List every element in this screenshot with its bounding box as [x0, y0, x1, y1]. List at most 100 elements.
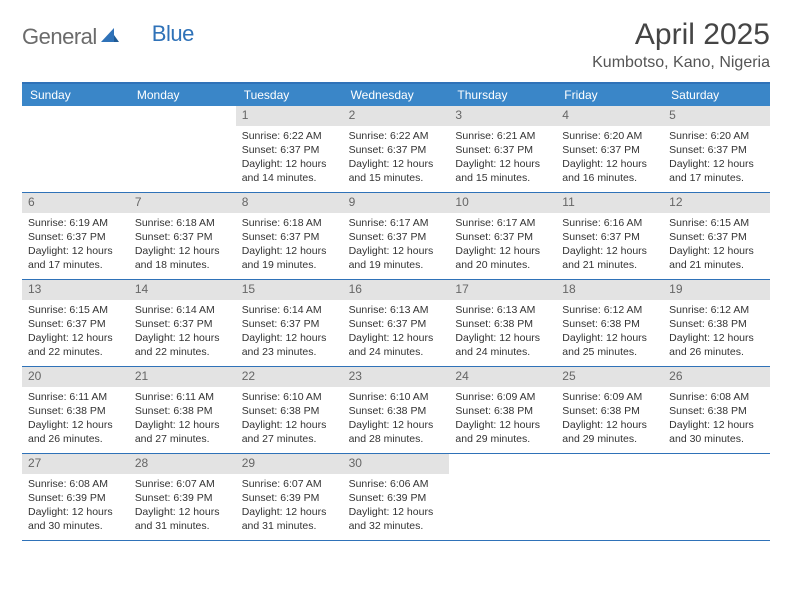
day-number: 3 — [449, 106, 556, 126]
day-details: Sunrise: 6:13 AMSunset: 6:37 PMDaylight:… — [343, 300, 450, 364]
calendar-cell: 7Sunrise: 6:18 AMSunset: 6:37 PMDaylight… — [129, 193, 236, 279]
calendar-cell: 23Sunrise: 6:10 AMSunset: 6:38 PMDayligh… — [343, 367, 450, 453]
day-details: Sunrise: 6:09 AMSunset: 6:38 PMDaylight:… — [449, 387, 556, 451]
day-number: 4 — [556, 106, 663, 126]
calendar-grid: Sunday Monday Tuesday Wednesday Thursday… — [22, 82, 770, 541]
day-details: Sunrise: 6:22 AMSunset: 6:37 PMDaylight:… — [343, 126, 450, 190]
day-header-fri: Friday — [556, 84, 663, 106]
logo-sail-icon — [100, 26, 120, 49]
day-number: 28 — [129, 454, 236, 474]
page-header: General Blue April 2025 Kumbotso, Kano, … — [22, 18, 770, 72]
location-text: Kumbotso, Kano, Nigeria — [592, 54, 770, 72]
calendar-cell: .. — [663, 454, 770, 540]
day-header-mon: Monday — [129, 84, 236, 106]
day-details: Sunrise: 6:14 AMSunset: 6:37 PMDaylight:… — [129, 300, 236, 364]
logo: General Blue — [22, 18, 194, 50]
day-header-sat: Saturday — [663, 84, 770, 106]
day-details: Sunrise: 6:14 AMSunset: 6:37 PMDaylight:… — [236, 300, 343, 364]
calendar-cell: 16Sunrise: 6:13 AMSunset: 6:37 PMDayligh… — [343, 280, 450, 366]
day-details: Sunrise: 6:18 AMSunset: 6:37 PMDaylight:… — [129, 213, 236, 277]
calendar-cell: 30Sunrise: 6:06 AMSunset: 6:39 PMDayligh… — [343, 454, 450, 540]
calendar-cell: .. — [129, 106, 236, 192]
calendar-cell: 27Sunrise: 6:08 AMSunset: 6:39 PMDayligh… — [22, 454, 129, 540]
calendar-cell: 13Sunrise: 6:15 AMSunset: 6:37 PMDayligh… — [22, 280, 129, 366]
calendar-cell: 1Sunrise: 6:22 AMSunset: 6:37 PMDaylight… — [236, 106, 343, 192]
week-row: 20Sunrise: 6:11 AMSunset: 6:38 PMDayligh… — [22, 367, 770, 454]
calendar-cell: .. — [556, 454, 663, 540]
day-details: Sunrise: 6:07 AMSunset: 6:39 PMDaylight:… — [129, 474, 236, 538]
calendar-cell: 4Sunrise: 6:20 AMSunset: 6:37 PMDaylight… — [556, 106, 663, 192]
calendar-cell: 14Sunrise: 6:14 AMSunset: 6:37 PMDayligh… — [129, 280, 236, 366]
day-details: Sunrise: 6:08 AMSunset: 6:39 PMDaylight:… — [22, 474, 129, 538]
calendar-page: General Blue April 2025 Kumbotso, Kano, … — [0, 0, 792, 541]
day-details: Sunrise: 6:07 AMSunset: 6:39 PMDaylight:… — [236, 474, 343, 538]
calendar-cell: .. — [22, 106, 129, 192]
day-header-thu: Thursday — [449, 84, 556, 106]
calendar-cell: 5Sunrise: 6:20 AMSunset: 6:37 PMDaylight… — [663, 106, 770, 192]
day-header-row: Sunday Monday Tuesday Wednesday Thursday… — [22, 84, 770, 106]
day-details: Sunrise: 6:11 AMSunset: 6:38 PMDaylight:… — [22, 387, 129, 451]
week-row: 6Sunrise: 6:19 AMSunset: 6:37 PMDaylight… — [22, 193, 770, 280]
calendar-cell: 26Sunrise: 6:08 AMSunset: 6:38 PMDayligh… — [663, 367, 770, 453]
week-row: 27Sunrise: 6:08 AMSunset: 6:39 PMDayligh… — [22, 454, 770, 541]
day-details: Sunrise: 6:22 AMSunset: 6:37 PMDaylight:… — [236, 126, 343, 190]
calendar-cell: 19Sunrise: 6:12 AMSunset: 6:38 PMDayligh… — [663, 280, 770, 366]
day-details: Sunrise: 6:15 AMSunset: 6:37 PMDaylight:… — [663, 213, 770, 277]
calendar-cell: 11Sunrise: 6:16 AMSunset: 6:37 PMDayligh… — [556, 193, 663, 279]
day-number: 1 — [236, 106, 343, 126]
calendar-cell: 8Sunrise: 6:18 AMSunset: 6:37 PMDaylight… — [236, 193, 343, 279]
day-details: Sunrise: 6:21 AMSunset: 6:37 PMDaylight:… — [449, 126, 556, 190]
day-number: 19 — [663, 280, 770, 300]
calendar-cell: 22Sunrise: 6:10 AMSunset: 6:38 PMDayligh… — [236, 367, 343, 453]
calendar-cell: 29Sunrise: 6:07 AMSunset: 6:39 PMDayligh… — [236, 454, 343, 540]
calendar-cell: 2Sunrise: 6:22 AMSunset: 6:37 PMDaylight… — [343, 106, 450, 192]
calendar-cell: 21Sunrise: 6:11 AMSunset: 6:38 PMDayligh… — [129, 367, 236, 453]
day-header-tue: Tuesday — [236, 84, 343, 106]
day-details: Sunrise: 6:17 AMSunset: 6:37 PMDaylight:… — [449, 213, 556, 277]
day-number: 7 — [129, 193, 236, 213]
day-number: 10 — [449, 193, 556, 213]
day-number: 25 — [556, 367, 663, 387]
day-number: 23 — [343, 367, 450, 387]
day-number: 6 — [22, 193, 129, 213]
calendar-cell: 10Sunrise: 6:17 AMSunset: 6:37 PMDayligh… — [449, 193, 556, 279]
day-number: 15 — [236, 280, 343, 300]
day-number: 22 — [236, 367, 343, 387]
calendar-cell: 25Sunrise: 6:09 AMSunset: 6:38 PMDayligh… — [556, 367, 663, 453]
day-number: 26 — [663, 367, 770, 387]
day-number: 12 — [663, 193, 770, 213]
day-number: 13 — [22, 280, 129, 300]
day-number: 21 — [129, 367, 236, 387]
day-details: Sunrise: 6:10 AMSunset: 6:38 PMDaylight:… — [236, 387, 343, 451]
calendar-cell: 24Sunrise: 6:09 AMSunset: 6:38 PMDayligh… — [449, 367, 556, 453]
day-number: 9 — [343, 193, 450, 213]
day-number: 11 — [556, 193, 663, 213]
calendar-cell: .. — [449, 454, 556, 540]
day-number: 18 — [556, 280, 663, 300]
day-header-sun: Sunday — [22, 84, 129, 106]
week-row: 13Sunrise: 6:15 AMSunset: 6:37 PMDayligh… — [22, 280, 770, 367]
day-details: Sunrise: 6:20 AMSunset: 6:37 PMDaylight:… — [663, 126, 770, 190]
weeks-container: ....1Sunrise: 6:22 AMSunset: 6:37 PMDayl… — [22, 106, 770, 541]
day-header-wed: Wednesday — [343, 84, 450, 106]
day-number: 2 — [343, 106, 450, 126]
logo-text-gray: General — [22, 24, 97, 50]
day-details: Sunrise: 6:15 AMSunset: 6:37 PMDaylight:… — [22, 300, 129, 364]
day-number: 30 — [343, 454, 450, 474]
day-number: 27 — [22, 454, 129, 474]
day-details: Sunrise: 6:13 AMSunset: 6:38 PMDaylight:… — [449, 300, 556, 364]
day-details: Sunrise: 6:09 AMSunset: 6:38 PMDaylight:… — [556, 387, 663, 451]
day-details: Sunrise: 6:17 AMSunset: 6:37 PMDaylight:… — [343, 213, 450, 277]
day-number: 8 — [236, 193, 343, 213]
day-details: Sunrise: 6:08 AMSunset: 6:38 PMDaylight:… — [663, 387, 770, 451]
day-details: Sunrise: 6:12 AMSunset: 6:38 PMDaylight:… — [663, 300, 770, 364]
day-number: 14 — [129, 280, 236, 300]
logo-text-blue: Blue — [152, 21, 194, 47]
calendar-cell: 28Sunrise: 6:07 AMSunset: 6:39 PMDayligh… — [129, 454, 236, 540]
day-details: Sunrise: 6:16 AMSunset: 6:37 PMDaylight:… — [556, 213, 663, 277]
calendar-cell: 12Sunrise: 6:15 AMSunset: 6:37 PMDayligh… — [663, 193, 770, 279]
calendar-cell: 6Sunrise: 6:19 AMSunset: 6:37 PMDaylight… — [22, 193, 129, 279]
day-number: 24 — [449, 367, 556, 387]
calendar-cell: 15Sunrise: 6:14 AMSunset: 6:37 PMDayligh… — [236, 280, 343, 366]
day-number: 5 — [663, 106, 770, 126]
